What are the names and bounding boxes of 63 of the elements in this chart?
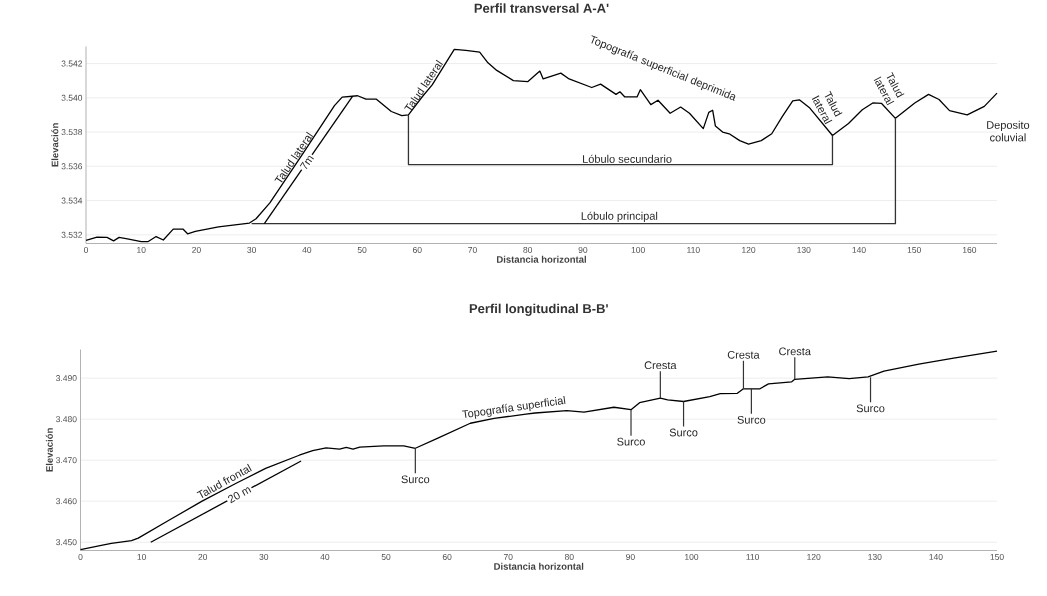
x-tick-label: 130: [797, 246, 811, 253]
x-tick-label: 0: [78, 553, 83, 560]
y-tick-label: 3.490: [56, 374, 77, 381]
x-tick-label: 120: [742, 246, 756, 253]
x-tick-label: 80: [523, 246, 533, 253]
x-tick-label: 70: [503, 553, 513, 560]
x-tick-label: 150: [990, 553, 1004, 560]
x-tick-label: 40: [302, 246, 312, 253]
annotation: Topografía superficial: [461, 395, 566, 419]
x-axis-title: Distancia horizontal: [494, 562, 584, 570]
x-tick-label: 90: [578, 246, 588, 253]
x-tick-label: 100: [685, 553, 699, 560]
x-tick-label: 10: [137, 553, 146, 560]
x-tick-label: 50: [381, 553, 391, 560]
x-tick-label: 0: [83, 246, 89, 253]
y-axis-title: Elevación: [45, 428, 53, 472]
x-tick-label: 90: [626, 553, 635, 560]
annotation: Surco: [401, 475, 430, 483]
y-tick-label: 3.532: [61, 231, 83, 238]
x-tick-label: 130: [868, 553, 882, 560]
x-tick-label: 140: [852, 246, 866, 253]
annotation: Surco: [737, 415, 766, 424]
x-tick-label: 40: [320, 553, 330, 560]
x-tick-label: 150: [907, 246, 921, 253]
chart-title: Perfil transversal A-A': [474, 3, 609, 13]
annotation: Lóbulo secundario: [583, 154, 672, 163]
x-tick-label: 20: [198, 553, 208, 560]
annotation: Deposito coluvial: [987, 120, 1030, 142]
x-tick-label: 30: [259, 553, 269, 560]
y-tick-label: 3.534: [61, 197, 83, 204]
annotation: Cresta: [644, 361, 677, 369]
x-tick-label: 160: [962, 246, 977, 253]
y-tick-label: 3.538: [61, 128, 83, 135]
annotation: Lóbulo principal: [581, 211, 658, 222]
x-tick-label: 60: [412, 246, 422, 253]
annotation: Cresta: [779, 347, 811, 356]
x-tick-label: 110: [687, 246, 700, 253]
x-tick-label: 100: [631, 246, 645, 253]
annotation: 20 m: [228, 487, 252, 503]
annotation: Surco: [856, 404, 885, 412]
y-tick-label: 3.450: [56, 539, 77, 545]
x-tick-label: 120: [807, 553, 821, 560]
x-tick-label: 50: [357, 246, 367, 253]
annotation: Surco: [617, 437, 645, 446]
x-tick-label: 60: [442, 553, 452, 560]
chart-title: Perfil longitudinal B-B': [469, 303, 608, 316]
x-tick-label: 10: [137, 246, 146, 253]
x-tick-label: 110: [746, 553, 760, 560]
annotation: Surco: [669, 428, 698, 437]
y-tick-label: 3.470: [56, 456, 77, 463]
x-tick-label: 80: [564, 553, 574, 560]
x-tick-label: 20: [192, 246, 201, 253]
y-tick-label: 3.536: [61, 163, 83, 170]
y-tick-label: 3.460: [56, 497, 77, 504]
x-axis-title: Distancia horizontal: [497, 255, 586, 263]
y-tick-label: 3.480: [56, 415, 77, 422]
x-tick-label: 140: [929, 553, 943, 560]
y-tick-label: 3.540: [61, 94, 83, 101]
y-axis-title: Elevación: [51, 123, 59, 167]
y-tick-label: 3.542: [61, 60, 83, 67]
x-tick-label: 30: [247, 246, 257, 253]
x-tick-label: 70: [468, 246, 477, 253]
annotation: Cresta: [727, 350, 760, 359]
